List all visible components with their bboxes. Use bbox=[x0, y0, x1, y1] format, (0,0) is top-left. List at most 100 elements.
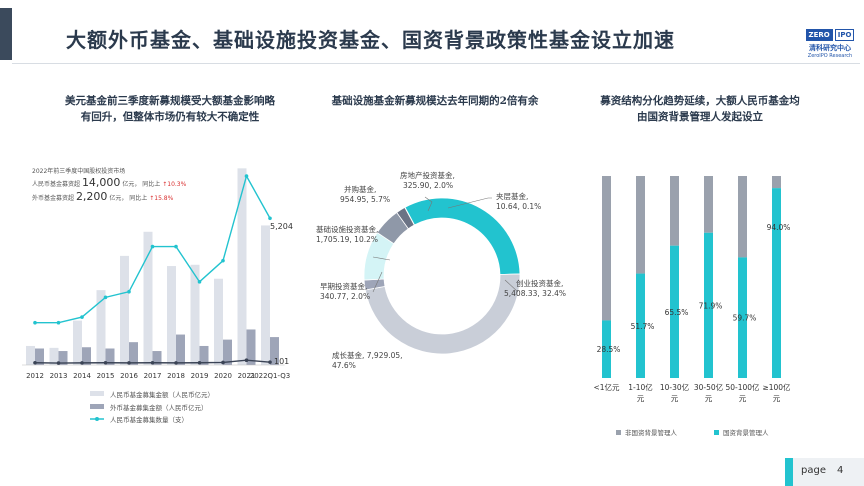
x-tick-label: 2019 bbox=[191, 372, 209, 380]
rmb-amount-bar bbox=[167, 266, 176, 365]
rmb-count-end-label: 5,204 bbox=[270, 222, 293, 231]
fx-amount-bar bbox=[152, 351, 162, 365]
fx-amount-bar bbox=[246, 329, 256, 365]
chart3-legend: 非国资背景管理人 国资背景管理人 bbox=[616, 428, 769, 437]
state-bar-1-10b bbox=[636, 273, 645, 378]
annotation-line1: 人民币基金募资超 14,000 亿元， 同比上 ↑10.3% bbox=[32, 176, 187, 189]
non-state-bar-ge-100b bbox=[772, 176, 781, 189]
rmb-count-point bbox=[33, 320, 37, 325]
rmb-count-point bbox=[80, 315, 84, 319]
legend-swatch-fx-amount bbox=[90, 404, 104, 409]
fx-amount-bar bbox=[82, 347, 91, 365]
x-tick-label: 30-50亿 bbox=[694, 382, 724, 392]
x-tick-label: <1亿元 bbox=[593, 382, 620, 392]
x-tick-label: 元 bbox=[773, 394, 781, 403]
title-accent-bar bbox=[0, 8, 12, 60]
legend-label-fx-amount: 外币基金募集金额（人民币亿元） bbox=[110, 403, 208, 412]
logo-name-en: ZeroIPO Research bbox=[807, 53, 853, 59]
fundraising-trend-chart: 2012 2013 2014 2015 2016 2017 2018 2019 2020 2021… bbox=[22, 167, 293, 424]
page-footer: page 4 bbox=[785, 458, 864, 486]
zeroipo-logo: ZERO IPO 清科研究中心 ZeroIPO Research bbox=[800, 22, 860, 59]
state-share-label: 65.5% bbox=[665, 308, 689, 317]
annotation-line2-value: 2,200 bbox=[76, 190, 108, 203]
legend-marker-rmb-count bbox=[95, 417, 99, 421]
chart3-title-line1: 募资结构分化趋势延续，大额人民币基金均 bbox=[600, 95, 800, 107]
x-tick-label: 10-30亿 bbox=[660, 382, 690, 392]
fx-count-point bbox=[197, 360, 202, 365]
fx-count-end-label: 101 bbox=[274, 357, 289, 366]
rmb-count-point bbox=[127, 289, 131, 294]
state-share-label: 94.0% bbox=[767, 223, 791, 232]
rmb-amount-bar bbox=[190, 264, 200, 365]
fx-amount-bar bbox=[270, 337, 279, 365]
rmb-amount-bar bbox=[96, 290, 106, 365]
rmb-amount-bar bbox=[143, 231, 153, 365]
fx-amount-bar bbox=[58, 351, 68, 365]
rmb-amount-bar bbox=[73, 320, 82, 365]
x-tick-label: 2016 bbox=[120, 372, 138, 380]
legend-swatch-state bbox=[714, 430, 719, 435]
slice-label-real-estate-fund: 房地产投资基金, 325.90, 2.0% bbox=[400, 170, 455, 190]
fx-amount-bar bbox=[199, 345, 209, 365]
rmb-amount-bar bbox=[120, 255, 129, 365]
rmb-amount-bar bbox=[237, 168, 247, 365]
header-divider bbox=[12, 63, 860, 64]
legend-label-non-state: 非国资背景管理人 bbox=[625, 428, 678, 437]
slice-label-mezzanine-fund: 夹层基金, 10.64, 0.1% bbox=[496, 191, 541, 211]
logo-mark-left: ZERO bbox=[805, 29, 833, 41]
rmb-count-point bbox=[56, 320, 61, 325]
slice-label-growth-fund: 成长基金, 7,929.05, 47.6% bbox=[332, 350, 403, 370]
state-bar-lt-1b bbox=[602, 320, 611, 378]
non-state-bar-1-10b bbox=[636, 176, 645, 274]
x-tick-label: 2022Q1-Q3 bbox=[250, 372, 291, 380]
chart3-title: 募资结构分化趋势延续，大额人民币基金均 由国资背景管理人发起设立 bbox=[580, 93, 820, 125]
x-tick-label: 50-100亿 bbox=[725, 382, 760, 392]
state-bar-30-50b bbox=[704, 232, 713, 378]
rmb-amount-bar bbox=[214, 278, 223, 365]
legend-swatch-rmb-amount bbox=[90, 391, 104, 396]
chart3-title-line2: 由国资背景管理人发起设立 bbox=[637, 111, 763, 123]
legend-label-rmb-amount: 人民币基金募集金额（人民币亿元） bbox=[110, 390, 214, 399]
fx-amount-bar bbox=[129, 342, 138, 365]
fund-type-donut-chart: 房地产投资基金, 325.90, 2.0% 夹层基金, 10.64, 0.1% 创业… bbox=[316, 170, 566, 370]
annotation-line2-yoy-value: ↑15.8% bbox=[149, 195, 173, 202]
legend-swatch-non-state bbox=[616, 430, 621, 435]
x-tick-label: ≥100亿 bbox=[762, 382, 791, 392]
fx-count-point bbox=[103, 360, 108, 365]
page-number: 4 bbox=[837, 465, 844, 476]
annotation-line1-yoy-value: ↑10.3% bbox=[162, 181, 186, 188]
x-tick-label: 2020 bbox=[214, 372, 232, 380]
chart1-legend: 人民币基金募集金额（人民币亿元） 外币基金募集金额（人民币亿元） 人民币基金募集… bbox=[90, 390, 214, 424]
x-tick-label: 2015 bbox=[97, 372, 115, 380]
state-bar-50-100b bbox=[738, 257, 747, 378]
annotation-line1-prefix: 人民币基金募资超 bbox=[32, 180, 80, 188]
x-tick-label: 2014 bbox=[73, 372, 91, 380]
fx-count-point bbox=[221, 360, 225, 365]
annotation-line2: 外币基金募资超 2,200 亿元， 同比上 ↑15.8% bbox=[32, 190, 174, 203]
page-label: page bbox=[801, 465, 826, 476]
rmb-count-point bbox=[103, 295, 108, 300]
legend-label-state: 国资背景管理人 bbox=[723, 428, 769, 437]
rmb-amount-bar bbox=[49, 347, 59, 365]
rmb-count-point bbox=[221, 258, 225, 263]
fx-count-point bbox=[80, 361, 84, 365]
fx-count-point bbox=[244, 358, 249, 363]
page-title: 大额外币基金、基础设施投资基金、国资背景政策性基金设立加速 bbox=[66, 28, 675, 52]
rmb-count-point bbox=[197, 280, 202, 284]
chart1-title: 美元基金前三季度新募规模受大额基金影响略 有回升，但整体市场仍有较大不确定性 bbox=[40, 93, 300, 125]
fx-count-point bbox=[56, 361, 61, 365]
annotation-line1-value: 14,000 bbox=[82, 176, 121, 189]
fx-amount-bar bbox=[35, 348, 44, 365]
legend-label-rmb-count: 人民币基金募集数量（支） bbox=[110, 415, 188, 424]
logo-name-cn: 清科研究中心 bbox=[809, 44, 851, 52]
donut-slice-growth-fund bbox=[364, 273, 521, 355]
x-tick-label: 2013 bbox=[50, 372, 68, 380]
fx-amount-bar bbox=[176, 334, 185, 365]
fx-count-point bbox=[268, 360, 272, 364]
rmb-amount-bar bbox=[26, 345, 35, 365]
x-tick-label: 2017 bbox=[144, 372, 162, 380]
rmb-count-point bbox=[174, 244, 178, 249]
fx-count-point bbox=[127, 361, 131, 365]
rmb-amount-bar bbox=[261, 225, 270, 365]
slice-label-buyout-fund: 并购基金, 954.95, 5.7% bbox=[340, 184, 390, 204]
